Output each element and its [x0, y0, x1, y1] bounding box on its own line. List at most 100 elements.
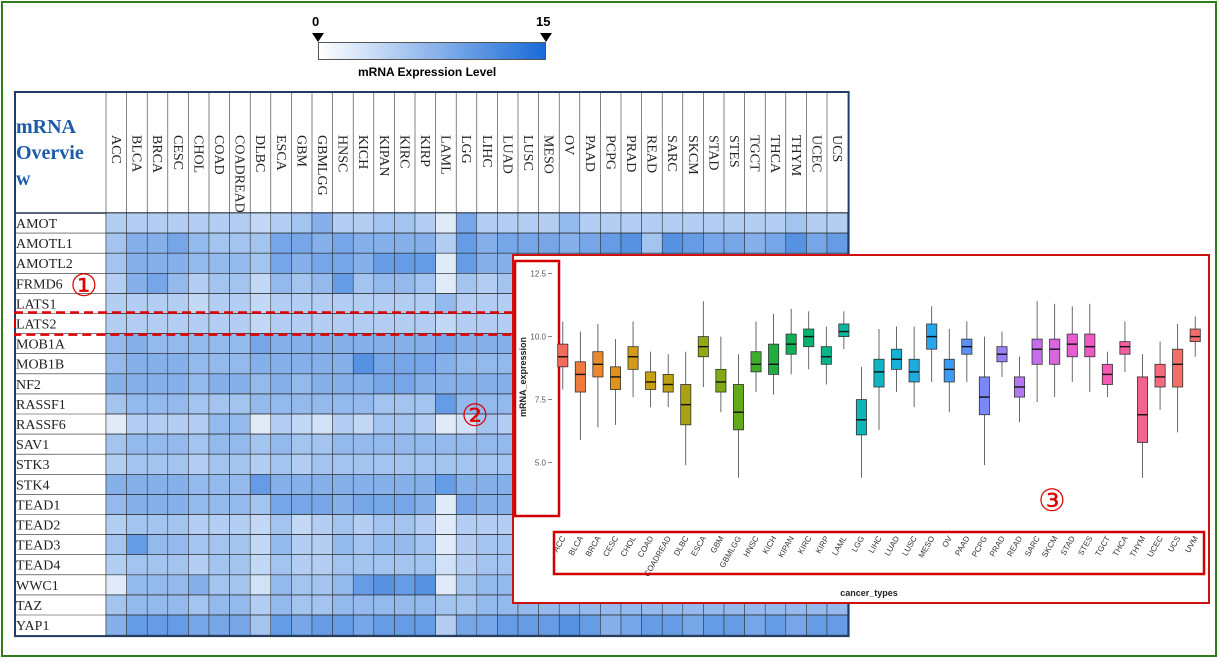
heatmap-cell — [311, 474, 333, 495]
heatmap-cell — [249, 232, 272, 254]
heatmap-cell — [105, 353, 127, 375]
heatmap-cell — [126, 252, 148, 274]
heatmap-cell — [229, 574, 251, 596]
heatmap-cell — [167, 574, 189, 596]
box — [1084, 333, 1096, 358]
column-header: DLBC — [252, 135, 267, 172]
y-axis-highlight — [513, 259, 561, 518]
heatmap-cell — [332, 353, 354, 375]
heatmap-cell — [497, 212, 519, 234]
heatmap-cell — [229, 252, 251, 274]
heatmap-cell — [126, 534, 148, 555]
heatmap-cell — [126, 293, 148, 314]
heatmap-cell — [373, 212, 395, 234]
x-tick-label: UCS — [1166, 535, 1182, 554]
heatmap-cell — [641, 232, 663, 254]
heatmap-cell — [414, 494, 436, 515]
heatmap-cell — [146, 413, 169, 435]
x-tick-label: BLCA — [567, 534, 586, 557]
y-tick-label: 10.0 — [530, 333, 546, 342]
column-header: KIRC — [396, 135, 411, 168]
x-tick-label: SKCM — [1040, 534, 1060, 559]
heatmap-cell — [188, 333, 210, 354]
heatmap-cell — [188, 393, 210, 415]
heatmap-cell — [455, 313, 478, 334]
x-tick-label: LIHC — [867, 534, 884, 554]
heatmap-cell — [414, 353, 436, 375]
box — [1119, 341, 1131, 355]
heatmap-cell — [332, 413, 354, 435]
heatmap-cell — [352, 453, 375, 475]
gene-label: MOB1B — [16, 358, 64, 373]
heatmap-cell — [373, 453, 395, 475]
heatmap-cell — [682, 212, 704, 234]
heatmap-cell — [249, 594, 272, 616]
heatmap-cell — [126, 474, 148, 495]
heatmap-cell — [105, 393, 127, 415]
heatmap-cell — [394, 453, 416, 475]
heatmap-cell — [146, 494, 169, 515]
column-header: LUSC — [520, 135, 535, 171]
heatmap-cell — [291, 594, 313, 616]
x-tick-label: LUAD — [883, 534, 902, 557]
heatmap-cell — [455, 474, 478, 495]
heatmap-cell — [311, 252, 333, 274]
heatmap-cell — [764, 212, 787, 234]
heatmap-cell — [208, 413, 230, 435]
heatmap-cell — [311, 353, 333, 375]
heatmap-cell — [394, 393, 416, 415]
x-tick-label: STAD — [1059, 534, 1077, 557]
heatmap-cell — [352, 232, 375, 254]
column-header: THCA — [767, 135, 782, 174]
heatmap-cell — [249, 433, 272, 455]
heatmap-cell — [188, 534, 210, 555]
heatmap-cell — [703, 212, 725, 234]
box — [557, 343, 569, 368]
heatmap-cell — [352, 614, 375, 636]
heatmap-cell — [105, 554, 127, 576]
heatmap-cell — [291, 333, 313, 354]
heatmap-cell — [723, 232, 745, 254]
heatmap-cell — [311, 514, 333, 535]
heatmap-cell — [414, 273, 436, 294]
heatmap-cell — [826, 614, 848, 636]
heatmap-cell — [373, 433, 395, 455]
heatmap-cell — [105, 252, 127, 274]
column-header: GBMLGG — [314, 135, 329, 196]
heatmap-cell — [414, 373, 436, 395]
heatmap-cell — [332, 594, 354, 616]
heatmap-cell — [414, 453, 436, 475]
x-tick-label: READ — [1005, 534, 1024, 558]
heatmap-cell — [352, 293, 375, 314]
heatmap-cell — [414, 293, 436, 314]
heatmap-cell — [394, 574, 416, 596]
heatmap-cell — [208, 494, 230, 515]
heatmap-cell — [600, 212, 622, 234]
x-tick-label: KICH — [761, 534, 778, 555]
heatmap-cell — [291, 212, 313, 234]
heatmap-cell — [373, 614, 395, 636]
box — [1031, 338, 1043, 365]
heatmap-cell — [126, 232, 148, 254]
x-tick-label: MESO — [917, 535, 937, 560]
heatmap-cell — [455, 614, 478, 636]
heatmap-cell — [208, 453, 230, 475]
heatmap-cell — [352, 433, 375, 455]
heatmap-cell — [229, 494, 251, 515]
heatmap-cell — [744, 614, 766, 636]
heatmap-cell — [311, 393, 333, 415]
column-header: LGG — [458, 135, 473, 164]
heatmap-cell — [476, 574, 498, 596]
column-header: BRCA — [149, 135, 164, 174]
heatmap-cell — [435, 232, 457, 254]
heatmap-cell — [785, 614, 807, 636]
heatmap-cell — [167, 494, 189, 515]
heatmap-cell — [126, 494, 148, 515]
x-axis-highlight — [552, 530, 1206, 576]
heatmap-cell — [703, 232, 725, 254]
color-legend: 0 15 mRNA Expression Level — [300, 8, 570, 83]
heatmap-cell — [414, 333, 436, 354]
heatmap-cell — [105, 534, 127, 555]
heatmap-cell — [208, 534, 230, 555]
heatmap-cell — [476, 534, 498, 555]
